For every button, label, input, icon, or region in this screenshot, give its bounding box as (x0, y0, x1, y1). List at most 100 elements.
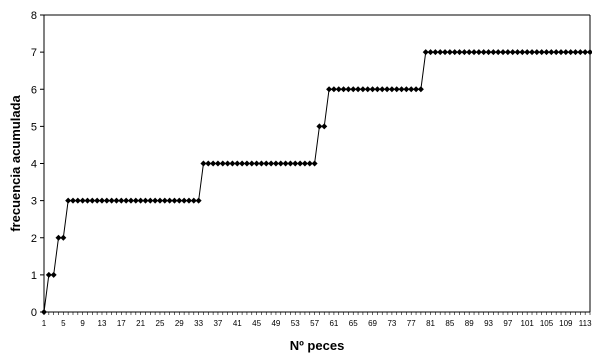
data-point (41, 309, 47, 315)
data-point (50, 271, 57, 278)
data-point (437, 49, 444, 56)
x-tick-label: 37 (213, 319, 222, 328)
data-point (543, 49, 550, 56)
series-cumulative-frequency (41, 49, 592, 315)
data-point (340, 86, 347, 93)
x-tick-label: 101 (521, 319, 535, 328)
data-point (55, 234, 62, 241)
data-point (514, 49, 521, 56)
data-point (200, 160, 207, 167)
x-tick-label: 49 (271, 319, 280, 328)
data-point (359, 86, 366, 93)
y-tick-label: 7 (31, 47, 37, 59)
data-point (558, 49, 565, 56)
data-point (567, 49, 574, 56)
data-point (205, 160, 212, 167)
data-point (94, 197, 101, 204)
data-point (282, 160, 289, 167)
data-point (297, 160, 304, 167)
x-tick-label: 77 (407, 319, 416, 328)
data-point (326, 86, 333, 93)
data-point (471, 49, 478, 56)
data-point (398, 86, 405, 93)
x-tick-label: 57 (310, 319, 319, 328)
data-point (98, 197, 105, 204)
data-point (403, 86, 410, 93)
data-point (156, 197, 163, 204)
data-point (417, 86, 424, 93)
x-tick-label: 17 (117, 319, 126, 328)
data-point (166, 197, 173, 204)
data-point (132, 197, 139, 204)
x-tick-label: 25 (156, 319, 165, 328)
data-point (127, 197, 134, 204)
data-point (355, 86, 362, 93)
data-point (427, 49, 434, 56)
data-point (533, 49, 540, 56)
data-point (152, 197, 159, 204)
data-point (123, 197, 130, 204)
data-point (161, 197, 168, 204)
data-point (475, 49, 482, 56)
data-point (422, 49, 429, 56)
series-line (43, 51, 590, 313)
data-point (79, 197, 86, 204)
data-point (69, 197, 76, 204)
x-tick-label: 29 (175, 319, 184, 328)
data-point (451, 49, 458, 56)
x-tick-label: 105 (540, 319, 554, 328)
data-point (562, 49, 569, 56)
data-point (142, 197, 149, 204)
data-point (229, 160, 236, 167)
data-point (219, 160, 226, 167)
data-point (519, 49, 526, 56)
y-axis-ticks: 0 1 2 3 4 5 6 7 8 (31, 10, 44, 319)
data-point (287, 160, 294, 167)
data-point (393, 86, 400, 93)
data-point (74, 197, 81, 204)
data-point (388, 86, 395, 93)
data-point (529, 49, 536, 56)
y-tick-label: 8 (31, 10, 37, 22)
data-point (190, 197, 197, 204)
data-point (176, 197, 183, 204)
x-tick-label: 1 (42, 319, 47, 328)
y-tick-label: 6 (31, 84, 37, 96)
y-tick-label: 4 (31, 159, 37, 171)
data-point (379, 86, 386, 93)
data-point (495, 49, 502, 56)
data-point (185, 197, 192, 204)
data-point (89, 197, 96, 204)
x-tick-label: 5 (61, 319, 66, 328)
data-point (369, 86, 376, 93)
data-point (210, 160, 217, 167)
x-tick-label: 9 (80, 319, 85, 328)
data-point (239, 160, 246, 167)
data-point (263, 160, 270, 167)
data-point (572, 49, 579, 56)
data-point (195, 197, 202, 204)
data-point (364, 86, 371, 93)
data-point (548, 49, 555, 56)
x-tick-label: 97 (503, 319, 512, 328)
x-tick-label: 61 (329, 319, 338, 328)
x-tick-label: 81 (426, 319, 435, 328)
x-tick-label: 21 (136, 319, 145, 328)
data-point (490, 49, 497, 56)
x-tick-label: 45 (252, 319, 261, 328)
data-point (384, 86, 391, 93)
x-tick-label: 53 (291, 319, 300, 328)
data-point (248, 160, 255, 167)
data-point (466, 49, 473, 56)
data-point (413, 86, 420, 93)
data-point (84, 197, 91, 204)
data-point (553, 49, 560, 56)
data-point (345, 86, 352, 93)
x-tick-label: 73 (387, 319, 396, 328)
data-point (408, 86, 415, 93)
data-point (306, 160, 313, 167)
data-point (277, 160, 284, 167)
data-point (108, 197, 115, 204)
x-tick-label: 109 (559, 319, 573, 328)
